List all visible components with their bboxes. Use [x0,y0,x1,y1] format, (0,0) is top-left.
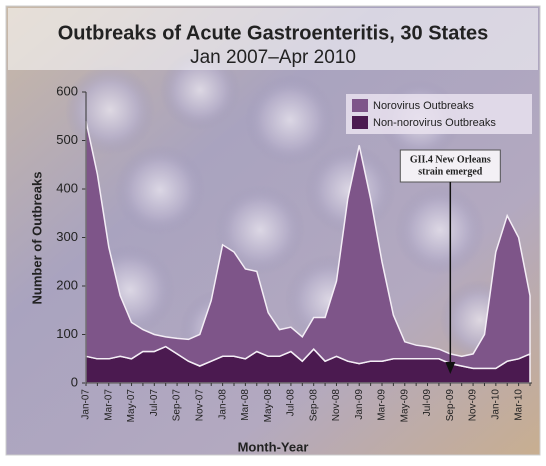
x-tick-label: May-07 [126,389,137,423]
chart-title: Outbreaks of Acute Gastroenteritis, 30 S… [58,22,489,44]
x-tick-label: Jan-09 [354,389,365,420]
title-band [8,8,538,70]
legend-swatch [352,116,368,129]
legend-box [346,94,532,134]
y-tick-label: 300 [56,229,78,244]
x-tick-label: Jul-09 [422,389,433,417]
x-tick-label: Nov-07 [194,389,205,422]
annotation-text: strain emerged [418,166,483,177]
x-tick-label: Jul-07 [149,389,160,417]
x-tick-label: Jan-10 [490,389,501,420]
legend-swatch [352,99,368,112]
x-tick-label: Mar-07 [103,389,114,421]
x-tick-label: Jan-08 [217,389,228,420]
y-tick-label: 600 [56,83,78,98]
x-tick-label: Mar-10 [513,389,524,421]
x-tick-label: Mar-08 [240,389,251,421]
x-tick-label: May-09 [399,389,410,423]
x-tick-label: Jan-07 [81,389,92,420]
legend-label: Non-norovirus Outbreaks [373,117,496,129]
x-tick-label: Sep-08 [308,389,319,422]
y-tick-label: 200 [56,277,78,292]
x-tick-label: Mar-09 [377,389,388,421]
y-axis-title: Number of Outbreaks [29,172,44,305]
x-tick-label: Nov-08 [331,389,342,422]
x-tick-label: Nov-09 [468,389,479,422]
x-tick-label: Jul-08 [286,389,297,417]
y-tick-label: 400 [56,180,78,195]
x-tick-label: Sep-07 [172,389,183,422]
y-tick-label: 0 [71,374,78,389]
x-axis-title: Month-Year [238,439,309,454]
chart-subtitle: Jan 2007–Apr 2010 [190,47,356,68]
x-tick-label: May-08 [263,389,274,423]
annotation-arrowhead [445,362,456,374]
x-tick-label: Sep-09 [445,389,456,422]
y-tick-label: 100 [56,326,78,341]
y-tick-label: 500 [56,132,78,147]
legend-label: Norovirus Outbreaks [373,100,474,112]
plot: 0 100 200 300 400 500 600 Jan-07 Mar-07 May-07 Jul… [56,83,532,422]
area [85,120,531,370]
annotation-text: GII.4 New Orleans [410,154,491,165]
